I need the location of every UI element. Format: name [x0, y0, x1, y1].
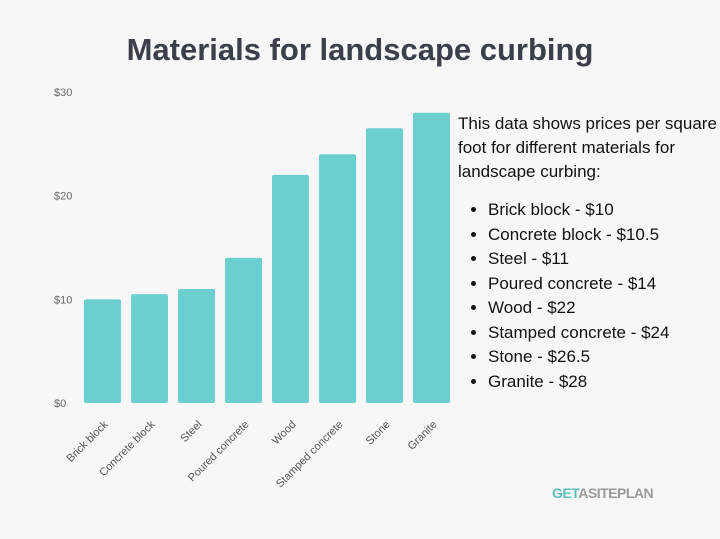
x-tick-label: Stone [364, 419, 393, 448]
x-tick-label: Steel [178, 419, 204, 445]
bar [319, 154, 356, 403]
y-tick-label: $20 [54, 191, 72, 203]
bar [413, 112, 450, 403]
bar [272, 174, 309, 403]
list-item: Granite - $28 [488, 370, 720, 395]
bar [366, 128, 403, 404]
list-item: Wood - $22 [488, 296, 720, 321]
y-tick-label: $10 [54, 294, 72, 306]
price-list: Brick block - $10 Concrete block - $10.5… [458, 198, 720, 394]
getasiteplan-logo: GETASITEPLAN [552, 485, 654, 501]
list-item: Stamped concrete - $24 [488, 321, 720, 346]
y-tick-label: $0 [54, 398, 66, 410]
x-tick-label: Wood [270, 419, 299, 448]
bar [225, 257, 262, 403]
list-item: Stone - $26.5 [488, 345, 720, 370]
y-tick-label: $30 [54, 87, 72, 99]
x-tick-label: Brick block [65, 418, 111, 464]
list-item: Poured concrete - $14 [488, 272, 720, 297]
description-intro: This data shows prices per square foot f… [458, 114, 717, 181]
list-item: Steel - $11 [488, 247, 720, 272]
x-tick-label: Granite [406, 419, 440, 453]
bar [84, 299, 121, 403]
list-item: Concrete block - $10.5 [488, 223, 720, 248]
bar [178, 288, 215, 403]
chart-title: Materials for landscape curbing [126, 32, 594, 67]
description-panel: This data shows prices per square foot f… [458, 112, 720, 394]
list-item: Brick block - $10 [488, 198, 720, 223]
bar [131, 294, 168, 403]
